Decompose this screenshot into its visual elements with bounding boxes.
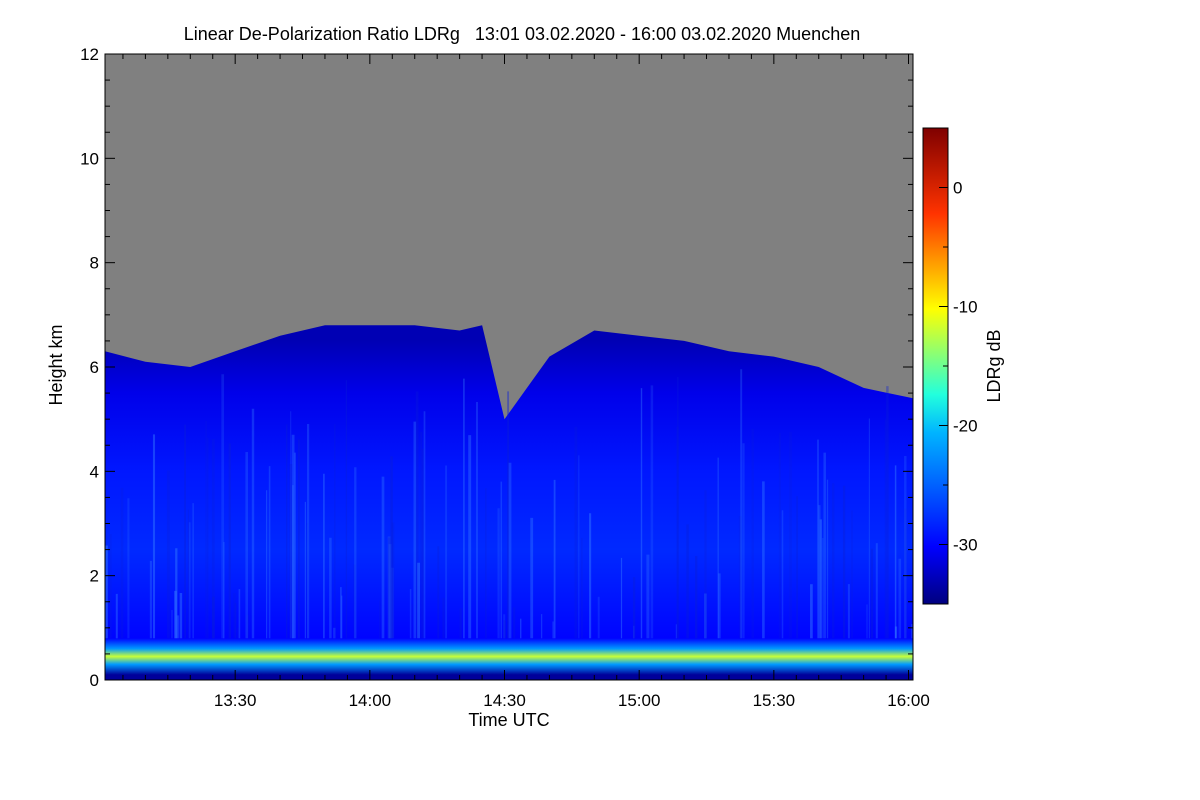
y-tick-label: 6 bbox=[90, 358, 99, 377]
chart-title: Linear De-Polarization Ratio LDRg 13:01 … bbox=[184, 24, 860, 44]
x-tick-label: 16:00 bbox=[887, 691, 930, 710]
colorbar-label: LDRg dB bbox=[984, 329, 1004, 402]
signal-layer bbox=[105, 325, 913, 680]
y-tick-label: 4 bbox=[90, 462, 99, 481]
colorbar-tick-label: 0 bbox=[953, 179, 962, 198]
plot-area bbox=[104, 53, 914, 681]
colorbar-tick-label: -30 bbox=[953, 536, 978, 555]
x-tick-label: 14:30 bbox=[483, 691, 526, 710]
colorbar-tick-label: -10 bbox=[953, 298, 978, 317]
x-axis: 13:30 14:00 14:30 15:00 15:30 16:00 bbox=[122, 54, 930, 710]
y-tick-label: 12 bbox=[80, 45, 99, 64]
streak-layer bbox=[105, 369, 913, 639]
x-tick-label: 15:00 bbox=[618, 691, 661, 710]
x-tick-label: 13:30 bbox=[214, 691, 257, 710]
colorbar-tick-label: -20 bbox=[953, 417, 978, 436]
y-tick-label: 2 bbox=[90, 567, 99, 586]
x-tick-label: 14:00 bbox=[349, 691, 392, 710]
y-axis: 0 2 4 6 8 10 12 bbox=[80, 45, 913, 690]
y-axis-label: Height km bbox=[46, 324, 66, 405]
signal-region bbox=[105, 325, 913, 680]
y-tick-label: 0 bbox=[90, 671, 99, 690]
x-axis-label: Time UTC bbox=[468, 710, 549, 730]
x-tick-label: 15:30 bbox=[753, 691, 796, 710]
colorbar-ticks: 0 -10 -20 -30 bbox=[939, 179, 978, 555]
y-tick-label: 10 bbox=[80, 149, 99, 168]
colorbar: 0 -10 -20 -30 LDRg dB bbox=[922, 127, 1004, 605]
y-tick-label: 8 bbox=[90, 254, 99, 273]
